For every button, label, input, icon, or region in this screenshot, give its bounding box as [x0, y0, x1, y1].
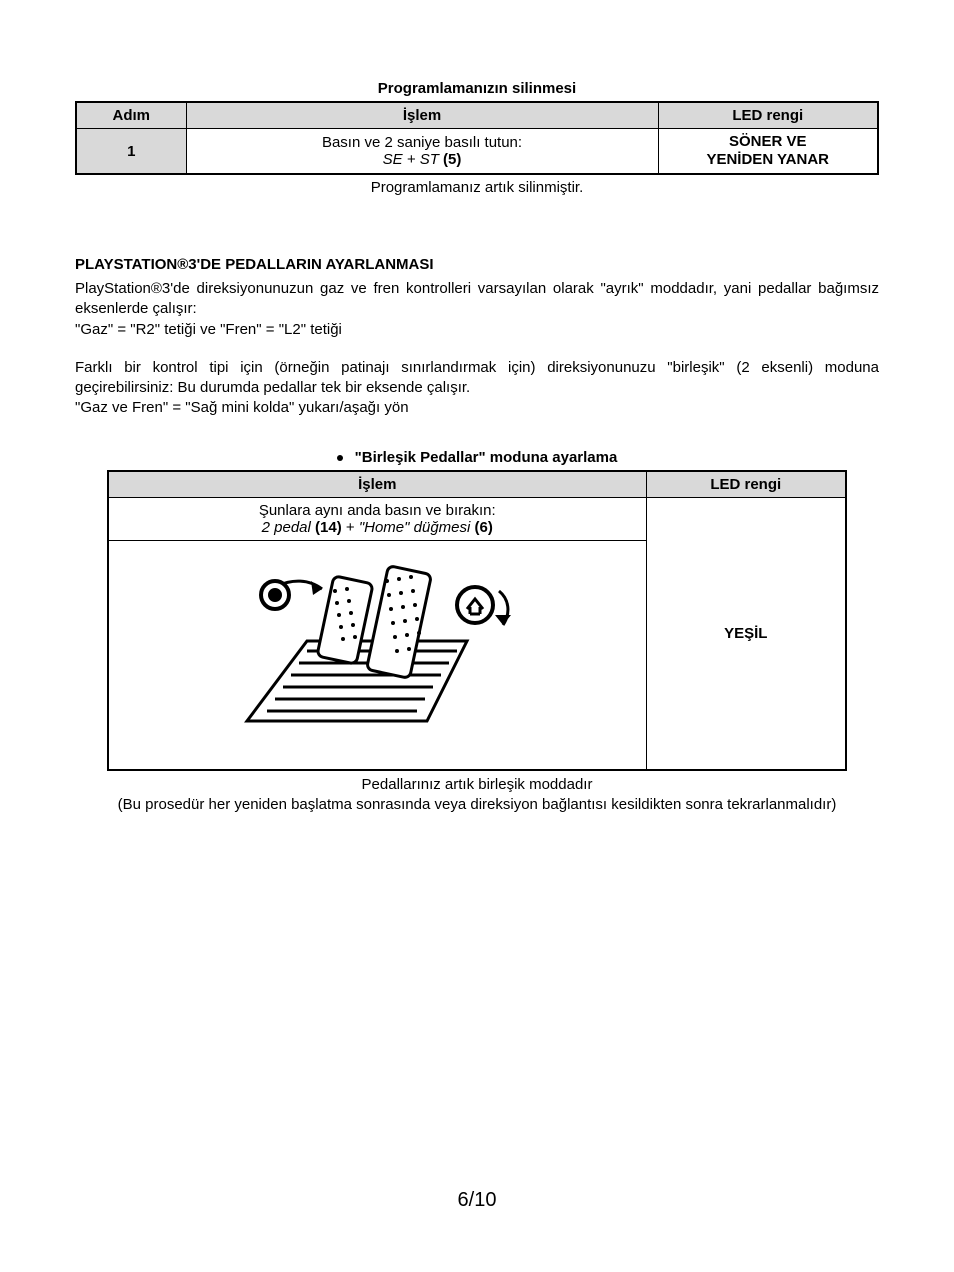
- combined-after: Pedallarınız artık birleşik moddadır (Bu…: [75, 775, 879, 816]
- combined-action-text-cell: Şunlara aynı anda basın ve bırakın: 2 pe…: [108, 497, 646, 540]
- combined-after-line1: Pedallarınız artık birleşik moddadır: [75, 775, 879, 795]
- erase-row-1: 1 Basın ve 2 saniye basılı tutun: SE + S…: [76, 129, 878, 175]
- erase-header-row: Adım İşlem LED rengi: [76, 102, 878, 129]
- erase-led-cell: SÖNER VE YENİDEN YANAR: [658, 129, 878, 175]
- combined-l2-a: 2 pedal: [262, 519, 315, 536]
- combined-l2-e: (6): [475, 519, 493, 536]
- erase-action-line2: SE + ST (5): [193, 151, 652, 168]
- combined-l2-b: (14): [315, 519, 342, 536]
- combined-instr-line2: 2 pedal (14) + "Home" düğmesi (6): [115, 519, 640, 536]
- erase-led-line1: SÖNER VE: [665, 133, 872, 151]
- ps3-para1: PlayStation®3'de direksiyonunuzun gaz ve…: [75, 279, 879, 320]
- erase-action-line1: Basın ve 2 saniye basılı tutun:: [193, 134, 652, 151]
- erase-header-action: İşlem: [186, 102, 658, 129]
- erase-action-line2-bold: (5): [443, 151, 461, 168]
- combined-header-led: LED rengi: [646, 471, 846, 498]
- erase-action-cell: Basın ve 2 saniye basılı tutun: SE + ST …: [186, 129, 658, 175]
- combined-instr-row: Şunlara aynı anda basın ve bırakın: 2 pe…: [108, 497, 846, 540]
- page-number: 6/10: [0, 1189, 954, 1212]
- erase-table: Adım İşlem LED rengi 1 Basın ve 2 saniye…: [75, 101, 879, 175]
- combined-bullet-line: "Birleşik Pedallar" moduna ayarlama: [75, 449, 879, 466]
- combined-table: İşlem LED rengi Şunlara aynı anda basın …: [107, 470, 847, 771]
- ps3-para1b: "Gaz" = "R2" tetiği ve "Fren" = "L2" tet…: [75, 320, 879, 340]
- ps3-heading: PLAYSTATION®3'DE PEDALLARIN AYARLANMASI: [75, 256, 879, 273]
- erase-header-step: Adım: [76, 102, 186, 129]
- combined-header-action: İşlem: [108, 471, 646, 498]
- erase-step-cell: 1: [76, 129, 186, 175]
- combined-bullet-text: "Birleşik Pedallar" moduna ayarlama: [355, 449, 618, 466]
- pedals-home-icon: [217, 551, 537, 751]
- combined-after-line2: (Bu prosedür her yeniden başlatma sonras…: [75, 795, 879, 815]
- erase-header-led: LED rengi: [658, 102, 878, 129]
- erase-after-text: Programlamanız artık silinmiştir.: [75, 179, 879, 196]
- combined-svg-cell: [108, 540, 646, 770]
- combined-l2-c: +: [342, 519, 359, 536]
- combined-header-row: İşlem LED rengi: [108, 471, 846, 498]
- erase-title: Programlamanızın silinmesi: [75, 80, 879, 97]
- combined-l2-d: "Home" düğmesi: [359, 519, 475, 536]
- combined-led-cell: YEŞİL: [646, 497, 846, 770]
- ps3-para2: Farklı bir kontrol tipi için (örneğin pa…: [75, 358, 879, 399]
- combined-instr-line1: Şunlara aynı anda basın ve bırakın:: [115, 502, 640, 519]
- ps3-para2b: "Gaz ve Fren" = "Sağ mini kolda" yukarı/…: [75, 398, 879, 418]
- erase-action-line2-italic: SE + ST: [383, 151, 443, 168]
- bullet-icon: [337, 455, 343, 461]
- erase-led-line2: YENİDEN YANAR: [665, 151, 872, 169]
